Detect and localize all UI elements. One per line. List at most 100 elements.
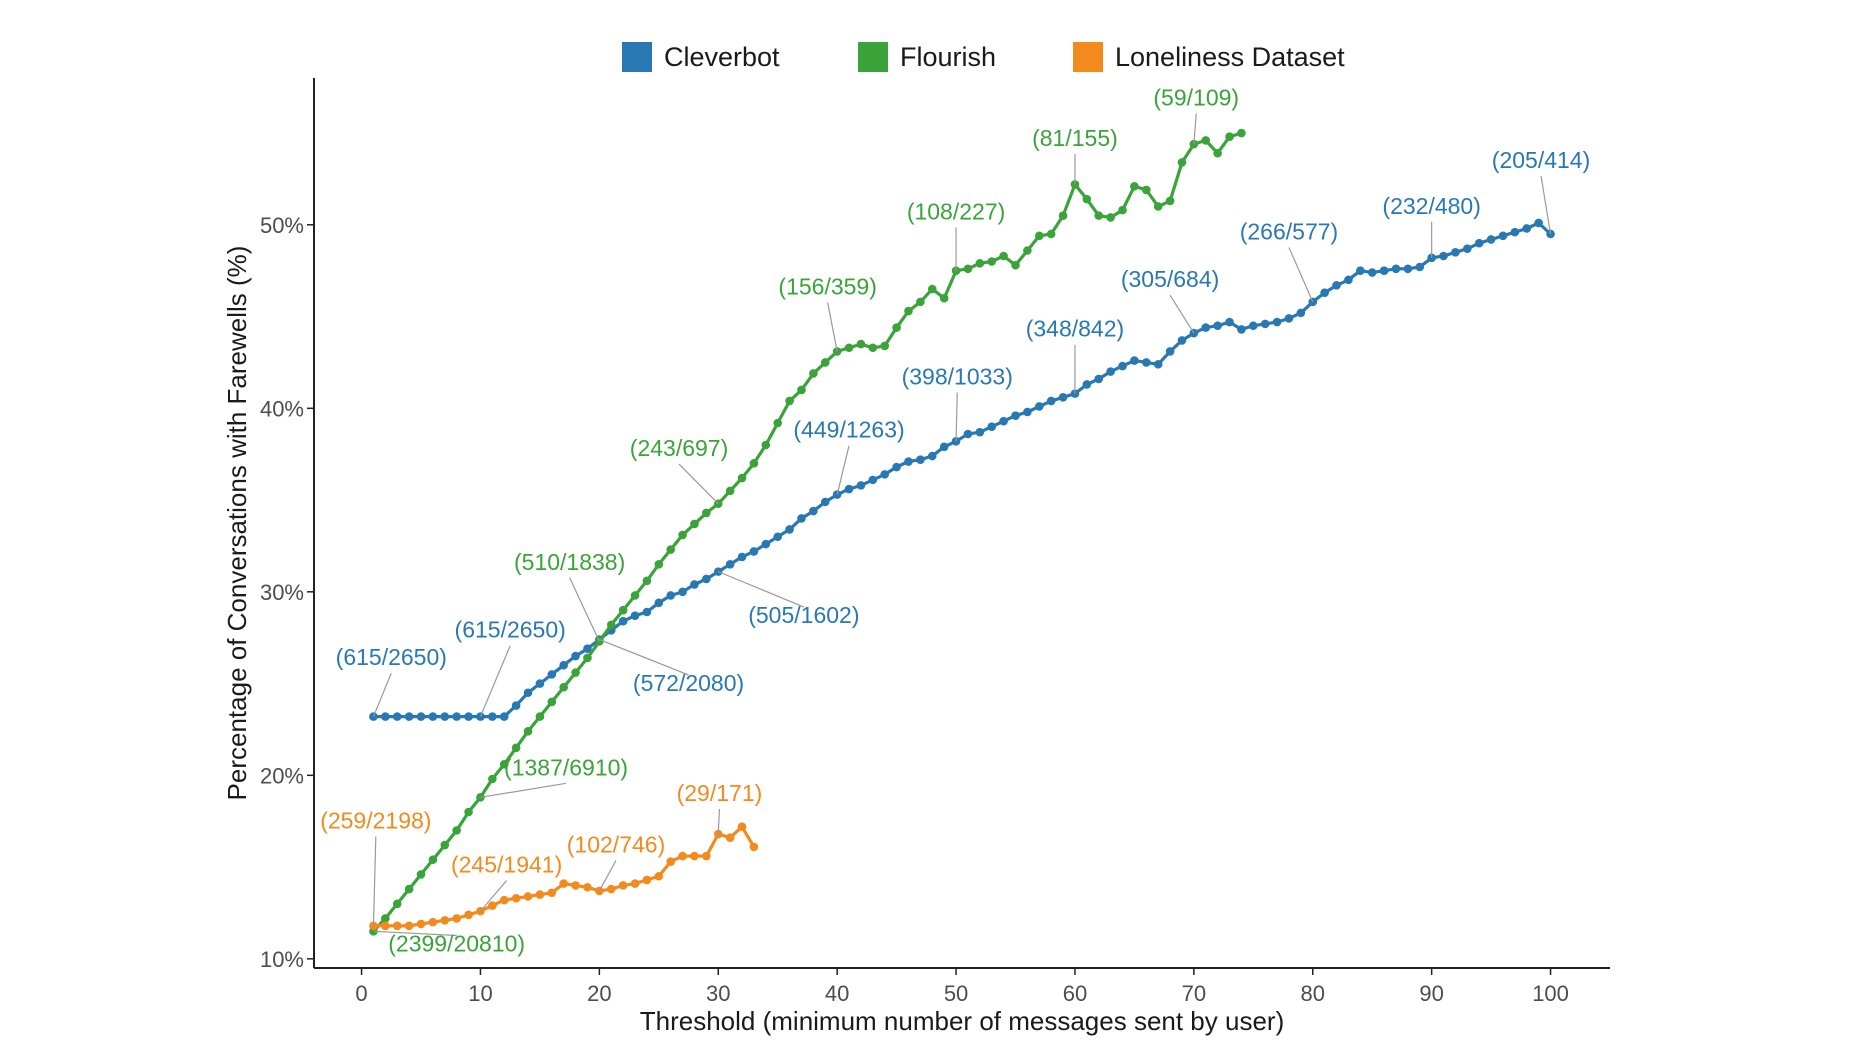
- data-point-loneliness-dataset: [666, 857, 675, 866]
- data-point-flourish: [975, 259, 985, 268]
- x-tick-label: 40: [825, 981, 849, 1006]
- data-point-cleverbot: [523, 688, 533, 698]
- data-point-flourish: [1130, 181, 1139, 191]
- data-point-loneliness-dataset: [499, 895, 509, 905]
- data-point-flourish: [392, 899, 402, 909]
- data-point-loneliness-dataset: [642, 875, 652, 885]
- annotation-label: (572/2080): [633, 670, 744, 696]
- annotation: (449/1263): [793, 417, 905, 495]
- legend-swatch: [1073, 42, 1103, 72]
- data-point-cleverbot: [1201, 323, 1211, 332]
- annotation-leader-line: [1288, 247, 1314, 303]
- y-tick-label: 30%: [260, 580, 304, 605]
- data-point-flourish: [725, 486, 735, 496]
- data-point-cleverbot: [666, 591, 675, 600]
- data-point-flourish: [880, 341, 890, 351]
- data-point-flourish: [892, 323, 901, 332]
- annotation-leader-line: [1169, 294, 1195, 334]
- data-point-loneliness-dataset: [381, 921, 390, 931]
- y-axis-title: Percentage of Conversations with Farewel…: [222, 246, 252, 801]
- data-point-flourish: [1058, 211, 1068, 220]
- data-point-cleverbot: [773, 532, 783, 542]
- data-point-loneliness-dataset: [511, 893, 521, 903]
- data-point-flourish: [1046, 229, 1056, 239]
- data-point-cleverbot: [392, 712, 402, 721]
- data-point-loneliness-dataset: [749, 842, 759, 852]
- annotation-leader-line: [955, 392, 958, 442]
- data-point-loneliness-dataset: [547, 888, 557, 898]
- data-point-loneliness-dataset: [571, 881, 580, 890]
- annotation: (1387/6910): [480, 754, 628, 798]
- data-point-flourish: [535, 712, 545, 721]
- annotation-leader-line: [373, 930, 457, 937]
- data-point-flourish: [868, 343, 878, 353]
- annotation: (305/684): [1121, 266, 1219, 334]
- data-point-cleverbot: [559, 660, 568, 670]
- data-point-cleverbot: [642, 607, 652, 617]
- annotation: (266/577): [1240, 218, 1338, 303]
- data-point-cleverbot: [916, 455, 925, 464]
- legend-item-flourish: Flourish: [858, 42, 996, 72]
- data-point-loneliness-dataset: [416, 919, 426, 929]
- data-point-cleverbot: [749, 547, 759, 556]
- annotation-leader-line: [678, 463, 719, 505]
- data-point-flourish: [1118, 205, 1127, 215]
- legend-label: Cleverbot: [664, 42, 780, 72]
- data-point-cleverbot: [1522, 224, 1532, 233]
- data-point-flourish: [523, 726, 533, 736]
- y-tick-label: 10%: [260, 947, 304, 972]
- data-point-cleverbot: [499, 712, 509, 721]
- data-point-cleverbot: [571, 651, 580, 661]
- data-point-cleverbot: [404, 712, 414, 721]
- series-line-loneliness-dataset: [373, 825, 756, 928]
- series-flourish: [369, 128, 1246, 936]
- y-tick-label: 40%: [260, 396, 304, 421]
- data-point-cleverbot: [1463, 244, 1472, 253]
- data-point-cleverbot: [416, 712, 426, 721]
- data-point-flourish: [1011, 260, 1020, 270]
- data-point-cleverbot: [1165, 347, 1175, 356]
- annotation-label: (449/1263): [793, 417, 904, 443]
- data-point-cleverbot: [939, 442, 949, 452]
- annotation: (615/2650): [336, 644, 447, 717]
- annotation: (102/746): [567, 831, 665, 892]
- data-point-loneliness-dataset: [630, 879, 640, 888]
- data-point-cleverbot: [999, 416, 1008, 426]
- legend-swatch: [622, 42, 652, 72]
- annotation-label: (59/109): [1153, 85, 1239, 111]
- y-axis-ticks: 10% 20% 30% 40% 50%: [260, 213, 314, 972]
- data-point-flourish: [642, 576, 652, 586]
- data-point-flourish: [571, 668, 580, 677]
- data-point-cleverbot: [1320, 288, 1329, 298]
- annotation-label: (266/577): [1240, 218, 1338, 244]
- data-point-loneliness-dataset: [606, 884, 616, 894]
- data-point-flourish: [464, 807, 473, 817]
- data-point-loneliness-dataset: [428, 917, 438, 927]
- legend-label: Flourish: [900, 42, 996, 72]
- data-point-flourish: [987, 257, 997, 266]
- data-point-flourish: [844, 343, 854, 353]
- data-point-cleverbot: [820, 497, 830, 507]
- x-tick-label: 10: [468, 981, 492, 1006]
- data-point-flourish: [440, 840, 450, 850]
- annotation-label: (505/1602): [748, 602, 859, 628]
- annotation-label: (510/1838): [514, 549, 625, 575]
- data-point-cleverbot: [1023, 407, 1032, 417]
- series-loneliness-dataset: [369, 822, 759, 931]
- annotation: (2399/20810): [373, 930, 525, 956]
- data-point-cleverbot: [618, 616, 628, 626]
- data-point-cleverbot: [1130, 356, 1139, 365]
- legend: Cleverbot Flourish Loneliness Dataset: [622, 42, 1345, 72]
- data-point-cleverbot: [1356, 266, 1365, 275]
- data-point-cleverbot: [797, 514, 806, 523]
- annotation-leader-line: [599, 638, 689, 676]
- annotation: (232/480): [1382, 193, 1481, 258]
- data-point-cleverbot: [1403, 264, 1413, 274]
- annotation-leader-line: [480, 880, 508, 912]
- data-point-flourish: [1023, 246, 1032, 255]
- annotation: (243/697): [630, 435, 728, 505]
- data-point-loneliness-dataset: [404, 921, 414, 931]
- annotation-leader-line: [598, 860, 617, 892]
- x-axis-ticks: 0 10 20 30 40 50 60 70 80 90 100: [355, 968, 1569, 1006]
